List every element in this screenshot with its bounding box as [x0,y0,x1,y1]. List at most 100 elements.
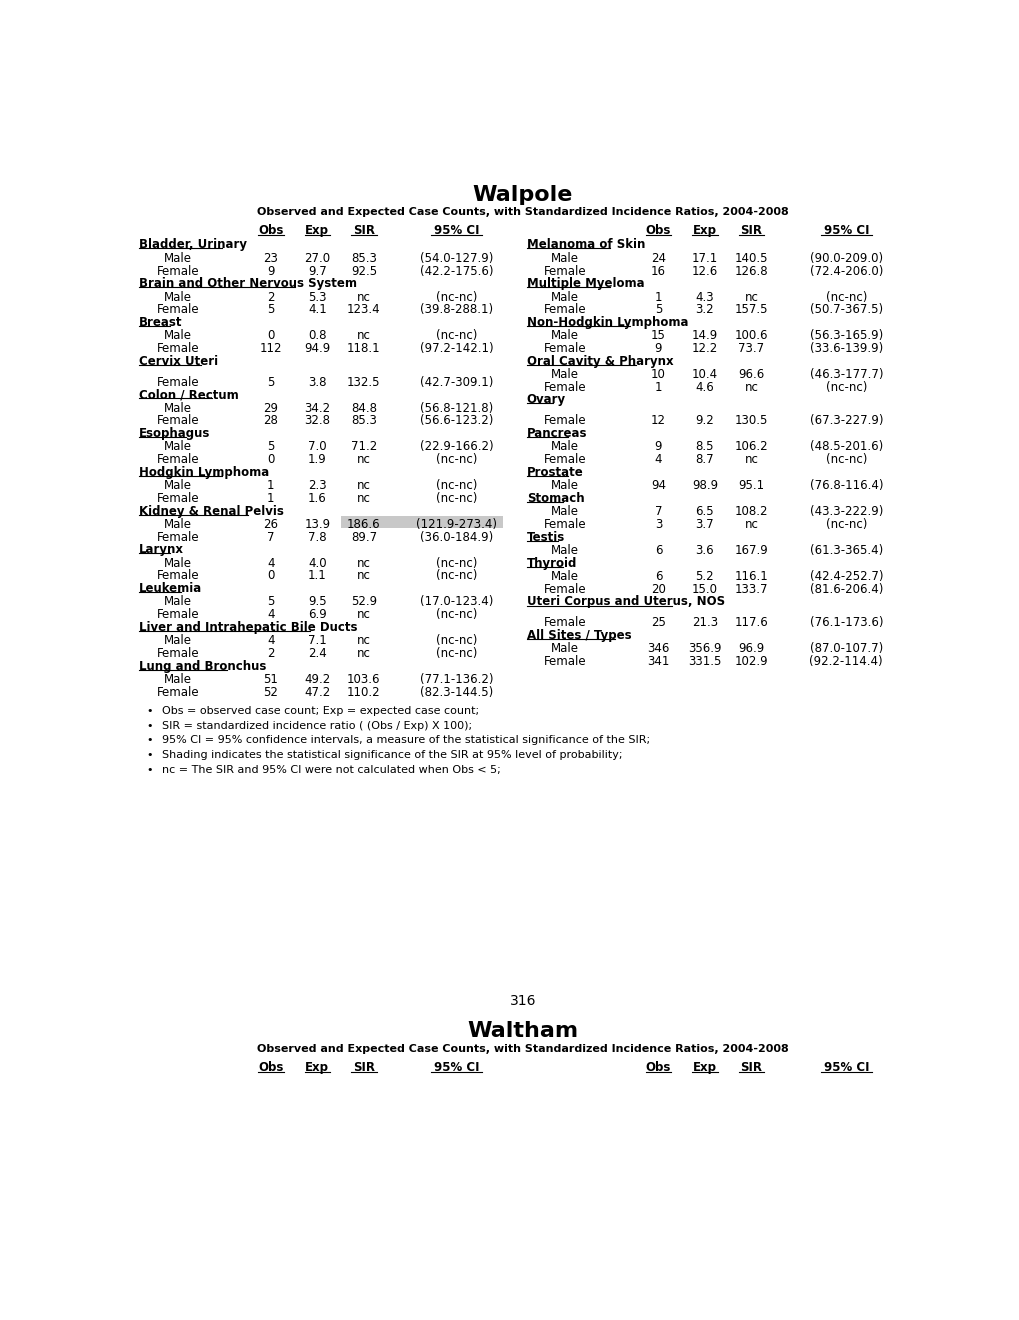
Text: 356.9: 356.9 [688,643,720,656]
Text: (nc-nc): (nc-nc) [436,634,477,647]
Text: 4: 4 [654,453,661,466]
Text: 0.8: 0.8 [308,329,326,342]
Text: 10: 10 [650,368,665,381]
Text: 85.3: 85.3 [351,252,376,265]
FancyBboxPatch shape [340,516,503,528]
Text: 7.1: 7.1 [308,634,326,647]
Text: SIR: SIR [353,224,375,236]
Text: (nc-nc): (nc-nc) [436,329,477,342]
Text: 0: 0 [267,329,274,342]
Text: 4: 4 [267,634,274,647]
Text: 32.8: 32.8 [304,414,330,428]
Text: 12.2: 12.2 [691,342,717,355]
Text: Male: Male [164,673,192,686]
Text: Liver and Intrahepatic Bile Ducts: Liver and Intrahepatic Bile Ducts [139,620,358,634]
Text: (82.3-144.5): (82.3-144.5) [420,685,493,698]
Text: 94.9: 94.9 [304,342,330,355]
Text: 95% CI: 95% CI [434,224,479,236]
Text: nc = The SIR and 95% CI were not calculated when Obs < 5;: nc = The SIR and 95% CI were not calcula… [162,764,500,775]
Text: Exp: Exp [305,224,329,236]
Text: Multiple Myeloma: Multiple Myeloma [526,277,644,290]
Text: 9: 9 [654,441,661,454]
Text: 17.1: 17.1 [691,252,717,265]
Text: Male: Male [164,401,192,414]
Text: 1.6: 1.6 [308,492,326,506]
Text: Female: Female [156,414,199,428]
Text: Breast: Breast [139,315,182,329]
Text: 25: 25 [650,616,665,630]
Text: Male: Male [551,252,579,265]
Text: Male: Male [164,634,192,647]
Text: 52.9: 52.9 [351,595,377,609]
Text: nc: nc [744,380,757,393]
Text: (17.0-123.4): (17.0-123.4) [420,595,493,609]
Text: 1: 1 [654,380,661,393]
Text: Oral Cavity & Pharynx: Oral Cavity & Pharynx [526,355,673,368]
Text: (76.8-116.4): (76.8-116.4) [809,479,882,492]
Text: Melanoma of Skin: Melanoma of Skin [526,239,644,252]
Text: (nc-nc): (nc-nc) [436,557,477,570]
Text: 4.6: 4.6 [695,380,713,393]
Text: 71.2: 71.2 [351,441,377,454]
Text: Male: Male [551,441,579,454]
Text: 9.5: 9.5 [308,595,326,609]
Text: (nc-nc): (nc-nc) [436,479,477,492]
Text: Esophagus: Esophagus [139,428,210,440]
Text: Male: Male [551,479,579,492]
Text: •: • [147,735,153,746]
Text: 6: 6 [654,544,661,557]
Text: Male: Male [551,570,579,583]
Text: 4: 4 [267,609,274,622]
Text: 6: 6 [654,570,661,583]
Text: nc: nc [357,634,371,647]
Text: 1.1: 1.1 [308,569,326,582]
Text: 140.5: 140.5 [734,252,767,265]
Text: 4: 4 [267,557,274,570]
Text: 7: 7 [654,506,661,519]
Text: (67.3-227.9): (67.3-227.9) [809,414,882,428]
Text: Female: Female [543,304,586,317]
Text: Female: Female [543,380,586,393]
Text: Shading indicates the statistical significance of the SIR at 95% level of probab: Shading indicates the statistical signif… [162,750,623,760]
Text: 2: 2 [267,290,274,304]
Text: Lung and Bronchus: Lung and Bronchus [139,660,266,673]
Text: 27.0: 27.0 [304,252,330,265]
Text: 98.9: 98.9 [691,479,717,492]
Text: Uteri Corpus and Uterus, NOS: Uteri Corpus and Uterus, NOS [526,595,725,609]
Text: Female: Female [156,376,199,388]
Text: Female: Female [543,616,586,630]
Text: (92.2-114.4): (92.2-114.4) [809,655,882,668]
Text: 4.0: 4.0 [308,557,326,570]
Text: (nc-nc): (nc-nc) [824,290,866,304]
Text: 6.5: 6.5 [695,506,713,519]
Text: Exp: Exp [305,1061,329,1074]
Text: Female: Female [156,531,199,544]
Text: 95% CI = 95% confidence intervals, a measure of the statistical significance of : 95% CI = 95% confidence intervals, a mea… [162,735,650,746]
Text: 95% CI: 95% CI [822,224,868,236]
Text: (33.6-139.9): (33.6-139.9) [809,342,882,355]
Text: 157.5: 157.5 [734,304,767,317]
Text: 4.3: 4.3 [695,290,713,304]
Text: (nc-nc): (nc-nc) [436,453,477,466]
Text: Male: Male [164,517,192,531]
Text: Male: Male [164,329,192,342]
Text: 21.3: 21.3 [691,616,717,630]
Text: 20: 20 [650,583,665,595]
Text: 24: 24 [650,252,665,265]
Text: (90.0-209.0): (90.0-209.0) [809,252,882,265]
Text: (42.7-309.1): (42.7-309.1) [420,376,493,388]
Text: (50.7-367.5): (50.7-367.5) [809,304,882,317]
Text: 5: 5 [267,595,274,609]
Text: Female: Female [543,583,586,595]
Text: 47.2: 47.2 [304,685,330,698]
Text: 34.2: 34.2 [304,401,330,414]
Text: Female: Female [543,342,586,355]
Text: Female: Female [156,264,199,277]
Text: (48.5-201.6): (48.5-201.6) [809,441,882,454]
Text: 112: 112 [260,342,282,355]
Text: (43.3-222.9): (43.3-222.9) [809,506,882,519]
Text: Female: Female [156,342,199,355]
Text: (121.9-273.4): (121.9-273.4) [416,517,497,531]
Text: 108.2: 108.2 [734,506,767,519]
Text: 94: 94 [650,479,665,492]
